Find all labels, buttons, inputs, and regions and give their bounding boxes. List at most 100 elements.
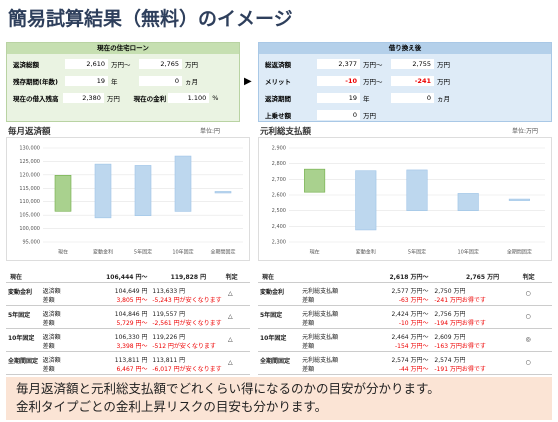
pay-high: 119,557 円 [152,311,186,318]
x-tick-label: 変動金利 [356,249,376,256]
diff-low: -63 万円～ [398,297,429,304]
x-tick-label: 10年固定 [458,249,479,256]
panel-row: 残存期間(年数) 19 年 0 ヵ月 [7,74,239,88]
footer-line: 金利タイプごとの金利上昇リスクの目安も分かります。 [16,399,328,414]
pay-low: 104,846 円 [114,311,148,318]
unit: % [212,94,219,102]
judgement: ○ [525,313,531,320]
row-label: 差額 [302,366,315,373]
value: -10 [317,76,360,86]
unit: 万円 [437,78,450,86]
value: 1.100 [168,93,210,103]
row-label: 差額 [42,297,55,304]
range-bar [355,170,377,231]
value: 19 [317,93,360,103]
row-label: 差額 [42,320,55,327]
range-bar [214,191,232,194]
judgement: △ [228,336,233,343]
diff-low: -44 万円～ [398,366,429,373]
table-row: 全期間固定 返済額 113,811 円 113,811 円差額 6,467 円～ -6,0… [6,352,250,375]
footer-note: 毎月返済額と元利総支払額でどれくらい得になるのかの目安が分かります。 金利タイプ… [6,377,552,420]
header-cell: 判定 [225,274,238,281]
y-tick-label: 110,000 [19,199,40,205]
x-tick-label: 全期間固定 [507,249,532,256]
panel-title: 借り換え後 [259,43,551,54]
pay-high: 113,811 円 [152,357,186,364]
range-bar [508,198,530,201]
row-label: 返済額 [42,357,61,364]
judgement: ○ [525,359,531,366]
range-bar [457,193,479,211]
table-row: 全期間固定 元利総支払額 2,574 万円～ 2,574 万円 差額 -44 万円～ -19… [258,352,552,375]
row-label: 返済額 [42,288,61,295]
table-row: 5年固定 元利総支払額 2,424 万円～ 2,756 万円 差額 -10 万円～ -194… [258,306,552,329]
unit: 万円～ [363,61,383,69]
y-tick-label: 125,000 [19,159,40,165]
x-tick-label: 全期間固定 [210,249,235,256]
row-label: 差額 [42,366,55,373]
value: 19 [65,76,108,86]
header-cell: 2,765 万円 [466,274,500,281]
chart-unit: 単位:円 [200,128,221,135]
chart-unit: 単位:万円 [512,128,539,135]
y-tick-label: 115,000 [19,186,40,192]
arrow: ▶ [244,76,252,87]
footer-line: 毎月返済額と元利総支払額でどれくらい得になるのかの目安が分かります。 [16,381,440,396]
current-loan-panel: 現在の住宅ローン 返済総額 2,610 万円～ 2,765 万円 残存期間(年数… [6,42,240,122]
label: 返済総額 [13,61,39,69]
unit: ヵ月 [437,95,450,103]
table-header: 現在 2,618 万円～ 2,765 万円 判定 [258,268,552,283]
diff-low: 5,729 円～ [116,320,148,327]
range-bar [304,168,326,193]
diff-high: -2,561 円が安くなります [152,320,222,327]
unit: 年 [363,95,370,103]
x-tick-label: 変動金利 [93,249,113,256]
diff-low: -154 万円～ [395,343,429,350]
row-label: 差額 [42,343,55,350]
y-tick-label: 100,000 [19,226,40,232]
x-tick-label: 5年固定 [134,249,152,256]
pay-low: 2,464 万円～ [391,334,429,341]
refinance-panel: 借り換え後 総返済額 2,377 万円～ 2,755 万円 メリット -10 万… [258,42,552,122]
pay-low: 2,577 万円～ [391,288,429,295]
pay-high: 2,609 万円 [434,334,466,341]
diff-high: -512 円が安くなります [152,343,216,350]
row-label: 返済額 [42,311,61,318]
pay-low: 2,574 万円～ [391,357,429,364]
y-tick-label: 2,600 [272,193,286,199]
judgement: ◎ [525,336,531,343]
row-label: 元利総支払額 [302,334,339,341]
chart-title: 毎月返済額 [8,127,51,137]
type-name: 全期間固定 [260,358,291,365]
pay-low: 104,649 円 [114,288,148,295]
table-row: 変動金利 返済額 104,649 円 113,633 円差額 3,805 円～ -5,24… [6,283,250,306]
value: 2,610 [65,59,108,69]
unit: 万円 [106,95,120,103]
value: 2,377 [317,59,360,69]
type-name: 10年固定 [260,335,287,342]
pay-high: 2,756 万円 [434,311,466,318]
x-tick-label: 現在 [310,249,320,256]
title: 簡易試算結果（無料）のイメージ [8,8,293,30]
type-name: 5年固定 [8,312,31,319]
x-tick-label: 現在 [58,249,68,256]
header-cell: 現在 [262,274,275,281]
unit: 万円～ [111,61,131,69]
range-bar [54,175,72,212]
label: 現在の借入残高 [13,95,59,103]
unit: 万円 [185,61,198,69]
pay-high: 2,574 万円 [434,357,466,364]
diff-high: -191 万円お得です [434,366,486,373]
unit: ヵ月 [185,78,198,86]
header-cell: 106,444 円～ [106,274,148,281]
chart: 95,000 100,000 105,000 110,000 115,000 120,00… [6,137,250,261]
diff-high: -163 万円お得です [434,343,486,350]
pay-low: 2,424 万円～ [391,311,429,318]
unit: 万円～ [363,78,383,86]
value: 2,380 [62,93,104,103]
table-row: 5年固定 返済額 104,846 円 119,557 円差額 5,729 円～ -2,56… [6,306,250,329]
diff-high: -6,017 円が安くなります [152,366,222,373]
type-name: 全期間固定 [8,358,39,365]
y-tick-label: 2,900 [272,146,286,152]
row-label: 元利総支払額 [302,311,339,318]
